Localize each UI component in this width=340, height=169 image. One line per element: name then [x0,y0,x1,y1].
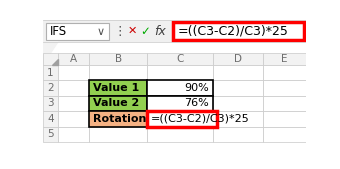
FancyBboxPatch shape [89,80,147,96]
FancyBboxPatch shape [58,65,89,80]
FancyBboxPatch shape [147,53,213,65]
FancyBboxPatch shape [58,53,89,65]
FancyBboxPatch shape [89,96,147,111]
FancyBboxPatch shape [58,80,89,96]
Text: 4: 4 [47,114,54,124]
FancyBboxPatch shape [264,111,306,127]
FancyBboxPatch shape [58,96,89,111]
FancyBboxPatch shape [58,127,89,142]
FancyBboxPatch shape [213,65,264,80]
FancyBboxPatch shape [42,111,58,127]
FancyBboxPatch shape [147,111,213,127]
FancyBboxPatch shape [264,65,306,80]
FancyBboxPatch shape [42,65,58,80]
FancyBboxPatch shape [213,96,264,111]
FancyBboxPatch shape [264,96,306,111]
FancyBboxPatch shape [264,53,306,65]
Text: 5: 5 [47,129,54,139]
FancyBboxPatch shape [89,111,147,127]
FancyBboxPatch shape [89,96,147,111]
Text: ✓: ✓ [140,25,150,38]
Text: ✕: ✕ [128,26,137,36]
Text: fx: fx [154,25,166,38]
Text: Value 2: Value 2 [93,98,139,108]
Polygon shape [52,59,58,65]
FancyBboxPatch shape [42,80,58,96]
FancyBboxPatch shape [58,111,89,127]
FancyBboxPatch shape [147,96,213,111]
FancyBboxPatch shape [213,127,264,142]
Text: 1: 1 [47,68,54,78]
Text: Rotation: Rotation [93,114,146,124]
Text: A: A [70,54,77,64]
Text: 3: 3 [47,98,54,108]
Text: E: E [282,54,288,64]
FancyBboxPatch shape [89,65,147,80]
Text: Value 1: Value 1 [93,83,139,93]
FancyBboxPatch shape [89,127,147,142]
FancyBboxPatch shape [213,53,264,65]
Text: 90%: 90% [184,83,209,93]
FancyBboxPatch shape [89,111,147,127]
Text: IFS: IFS [50,25,67,38]
Polygon shape [42,42,58,65]
FancyBboxPatch shape [147,80,213,96]
FancyBboxPatch shape [147,96,213,111]
FancyBboxPatch shape [264,80,306,96]
FancyBboxPatch shape [42,96,58,111]
FancyBboxPatch shape [46,23,109,40]
Text: C: C [176,54,184,64]
Text: ∨: ∨ [97,27,105,37]
Text: =((C3-C2)/C3)*25: =((C3-C2)/C3)*25 [177,25,288,38]
FancyBboxPatch shape [42,20,306,42]
FancyBboxPatch shape [264,127,306,142]
Text: 76%: 76% [184,98,209,108]
Text: =((C3-C2)/C3)*25: =((C3-C2)/C3)*25 [151,114,250,124]
FancyBboxPatch shape [89,53,147,65]
FancyBboxPatch shape [89,80,147,96]
Text: ⋮: ⋮ [114,25,126,38]
Text: 2: 2 [47,83,54,93]
FancyBboxPatch shape [147,111,217,127]
Text: D: D [234,54,242,64]
Text: B: B [115,54,122,64]
FancyBboxPatch shape [213,111,264,127]
FancyBboxPatch shape [147,127,213,142]
FancyBboxPatch shape [147,65,213,80]
FancyBboxPatch shape [42,53,58,65]
FancyBboxPatch shape [147,80,213,96]
FancyBboxPatch shape [173,22,304,40]
FancyBboxPatch shape [42,127,58,142]
FancyBboxPatch shape [213,80,264,96]
